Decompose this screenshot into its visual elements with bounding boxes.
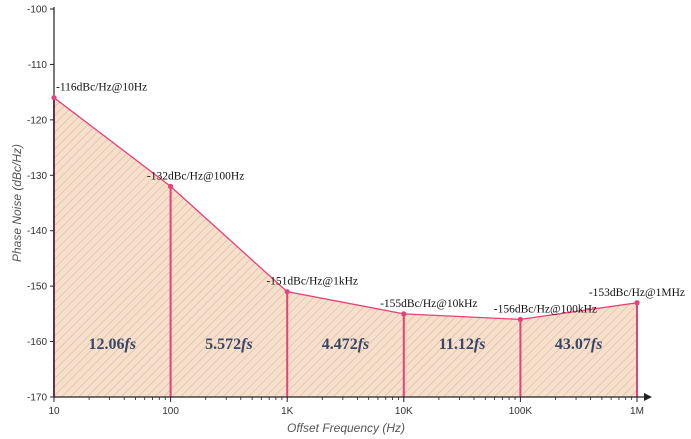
band-jitter-labels: 12.06fs 5.572fs 4.472fs 11.12fs 43.07fs <box>89 336 603 353</box>
y-ticks: -100 -110 -120 -130 -140 -150 -160 -170 <box>27 5 54 404</box>
band-label-2: 4.472fs <box>322 336 370 353</box>
x-tick-label: 10 <box>48 406 60 417</box>
data-label-3: -155dBc/Hz@10kHz <box>380 298 477 310</box>
data-point-1 <box>168 183 174 189</box>
y-tick-label: -100 <box>27 5 47 16</box>
area-layer <box>54 97 637 397</box>
data-points <box>51 95 640 322</box>
y-tick-label: -110 <box>28 60 48 71</box>
y-tick-label: -130 <box>27 171 47 182</box>
series-line-layer <box>53 97 638 321</box>
data-label-0: -116dBc/Hz@10Hz <box>56 82 147 94</box>
x-ticks: 10 100 1K 10K 100K 1M <box>48 397 644 417</box>
y-tick-label: -140 <box>27 226 47 237</box>
x-tick-label: 1K <box>281 406 294 417</box>
y-tick-label: -120 <box>27 115 47 126</box>
data-point-3 <box>401 311 407 317</box>
x-tick-label: 1M <box>630 406 644 417</box>
data-point-5 <box>634 300 640 306</box>
y-axis-title: Phase Noise (dBc/Hz) <box>10 144 24 262</box>
data-label-4: -156dBc/Hz@100kHz <box>494 303 597 315</box>
data-point-0 <box>51 95 57 101</box>
data-point-4 <box>517 316 524 322</box>
data-label-1: -132dBc/Hz@100Hz <box>147 170 244 182</box>
x-tick-label: 100 <box>162 406 179 417</box>
x-tick-label: 100K <box>509 406 533 417</box>
y-tick-label: -170 <box>27 393 47 404</box>
band-label-3: 11.12fs <box>439 336 486 353</box>
band-label-1: 5.572fs <box>205 336 253 353</box>
axes <box>53 7 652 401</box>
series-line <box>53 97 638 321</box>
x-axis-title: Offset Frequency (Hz) <box>287 421 405 435</box>
band-label-4: 43.07fs <box>555 336 603 353</box>
band-label-0: 12.06fs <box>89 336 137 353</box>
data-point-labels: -116dBc/Hz@10Hz -132dBc/Hz@100Hz -151dBc/H… <box>56 82 685 316</box>
data-label-5: -153dBc/Hz@1MHz <box>589 287 685 299</box>
shaded-area <box>54 97 637 397</box>
y-tick-label: -160 <box>27 337 47 348</box>
y-tick-label: -150 <box>27 282 47 293</box>
data-point-2 <box>284 289 290 295</box>
data-label-2: -151dBc/Hz@1kHz <box>266 276 358 288</box>
x-tick-label: 10K <box>395 406 413 417</box>
